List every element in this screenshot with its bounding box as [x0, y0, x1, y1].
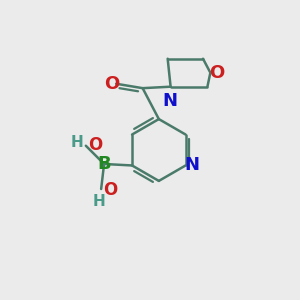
Text: H: H	[71, 135, 83, 150]
Text: N: N	[163, 92, 178, 110]
Text: O: O	[103, 182, 118, 200]
Text: B: B	[97, 155, 111, 173]
Text: O: O	[104, 75, 119, 93]
Text: N: N	[184, 157, 199, 175]
Text: O: O	[88, 136, 102, 154]
Text: H: H	[92, 194, 105, 209]
Text: O: O	[209, 64, 224, 82]
